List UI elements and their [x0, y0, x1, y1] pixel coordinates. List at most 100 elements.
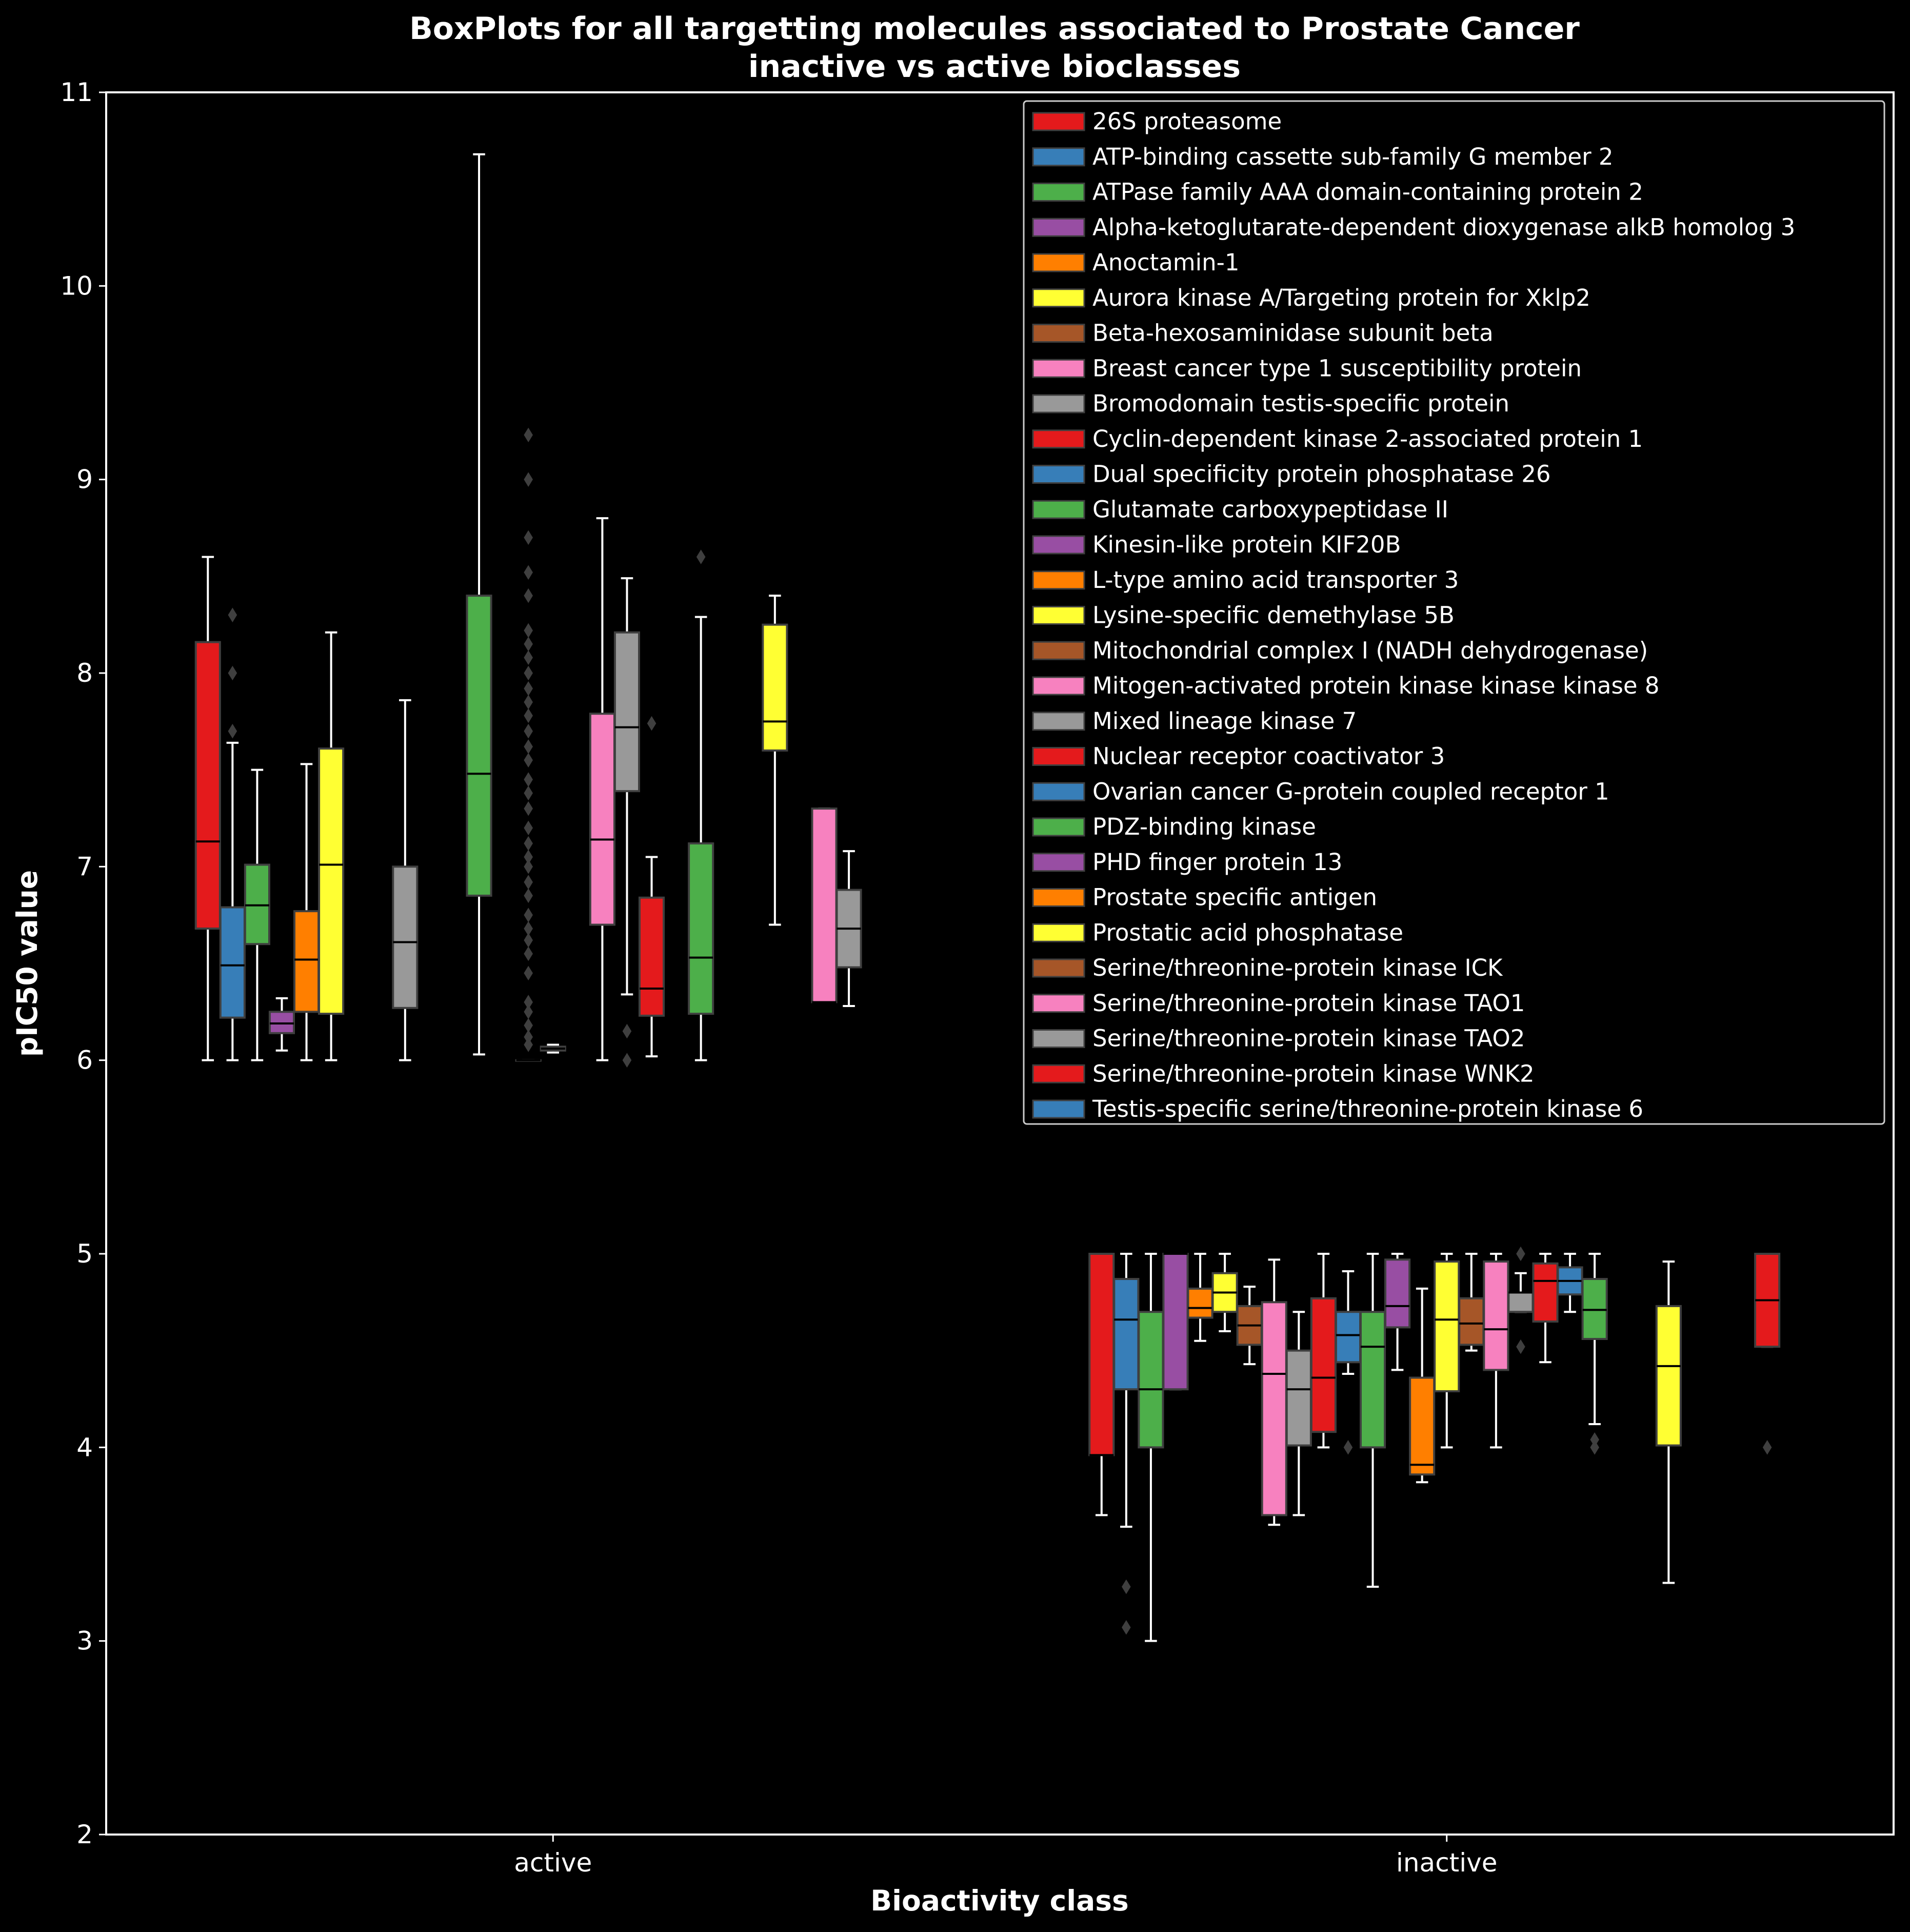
legend-label: Lysine-specific demethylase 5B	[1092, 602, 1455, 629]
legend-entry: Aurora kinase A/Targeting protein for Xk…	[1032, 284, 1590, 311]
box-active-23	[762, 595, 788, 926]
legend-entry: 26S proteasome	[1032, 108, 1282, 135]
legend-label: Prostate specific antigen	[1092, 884, 1377, 911]
legend-swatch	[1032, 1099, 1085, 1119]
legend-label: Beta-hexosaminidase subunit beta	[1092, 320, 1494, 347]
outlier-point	[524, 946, 533, 961]
x-axis: active inactive	[514, 1835, 1498, 1878]
box-inactive-3	[1162, 1253, 1189, 1391]
y-tick-label: 9	[76, 465, 93, 495]
outlier-point	[524, 836, 533, 851]
legend-swatch	[1032, 570, 1085, 590]
box-iqr	[589, 713, 615, 926]
outlier-point	[1516, 1339, 1525, 1354]
legend-entry: Cyclin-dependent kinase 2-associated pro…	[1032, 425, 1643, 452]
legend-entry: Serine/threonine-protein kinase TAO1	[1032, 990, 1525, 1017]
outlier-point	[524, 859, 533, 874]
box-inactive-13	[1409, 1287, 1436, 1484]
outlier-point	[696, 549, 706, 564]
legend-swatch	[1032, 817, 1085, 837]
box-iqr	[392, 865, 419, 1009]
legend-swatch	[1032, 324, 1085, 343]
outlier-point	[524, 623, 533, 638]
legend-entry: Mitogen-activated protein kinase kinase …	[1032, 672, 1660, 699]
box-inactive-20	[1581, 1253, 1608, 1455]
box-iqr	[811, 807, 838, 1003]
outlier-point	[524, 801, 533, 816]
box-inactive-16	[1483, 1253, 1509, 1449]
legend-swatch	[1032, 218, 1085, 237]
box-inactive-14	[1434, 1253, 1460, 1449]
outlier-point	[524, 681, 533, 696]
box-iqr	[1285, 1349, 1312, 1447]
legend-swatch	[1032, 994, 1085, 1013]
outlier-point	[1122, 1579, 1131, 1594]
legend-label: Breast cancer type 1 susceptibility prot…	[1092, 354, 1582, 382]
box-iqr	[1458, 1297, 1485, 1346]
box-iqr	[1162, 1253, 1189, 1391]
y-axis: 2 3 4 5 6 7 8 9 10 11	[60, 77, 106, 1849]
box-inactive-8	[1285, 1311, 1312, 1516]
box-iqr	[613, 631, 641, 793]
box-iqr	[1384, 1258, 1411, 1329]
box-active-1	[219, 607, 246, 1061]
legend-label: Glutamate carboxypeptidase II	[1092, 496, 1448, 523]
outlier-point	[524, 1004, 533, 1019]
outlier-point	[524, 875, 533, 890]
legend-entry: Kinesin-like protein KIF20B	[1032, 531, 1401, 558]
legend-label: Alpha-ketoglutarate-dependent dioxygenas…	[1092, 213, 1795, 241]
box-inactive-23	[1655, 1260, 1682, 1584]
legend-label: Testis-specific serine/threonine-protein…	[1092, 1095, 1643, 1122]
legend-swatch	[1032, 359, 1085, 378]
box-active-14	[540, 1043, 566, 1054]
outlier-point	[1122, 1620, 1131, 1635]
outlier-point	[524, 850, 533, 864]
chart-subtitle: inactive vs active bioclasses	[748, 49, 1241, 85]
legend-label: Dual specificity protein phosphatase 26	[1092, 461, 1551, 488]
legend-entry: Bromodomain testis-specific protein	[1032, 390, 1509, 417]
legend-swatch	[1032, 429, 1085, 449]
legend-swatch	[1032, 112, 1085, 131]
legend-label: Nuclear receptor coactivator 3	[1092, 743, 1445, 770]
x-tick-label-inactive: inactive	[1396, 1848, 1498, 1878]
legend-entry: Serine/threonine-protein kinase ICK	[1032, 954, 1503, 981]
legend-swatch	[1032, 923, 1085, 942]
box-iqr	[1434, 1260, 1460, 1392]
legend-entry: Dual specificity protein phosphatase 26	[1032, 461, 1551, 488]
y-tick-label: 5	[76, 1239, 93, 1269]
legend-swatch	[1032, 1029, 1085, 1048]
legend-swatch	[1032, 1064, 1085, 1083]
y-tick-label: 10	[60, 271, 93, 301]
outlier-point	[524, 1018, 533, 1033]
outlier-point	[1343, 1440, 1353, 1455]
outlier-point	[1516, 1246, 1525, 1261]
legend-entry: Serine/threonine-protein kinase WNK2	[1032, 1060, 1535, 1087]
box-active-18	[638, 716, 665, 1058]
legend-swatch	[1032, 782, 1085, 801]
legend-swatch	[1032, 394, 1085, 413]
box-active-16	[589, 517, 615, 1061]
box-iqr	[688, 842, 714, 1015]
y-tick-label: 8	[76, 658, 93, 688]
box-iqr	[762, 623, 788, 752]
legend-entry: L-type amino acid transporter 3	[1032, 566, 1459, 594]
outlier-point	[524, 650, 533, 665]
legend-frame	[1023, 100, 1885, 1125]
outlier-point	[524, 888, 533, 903]
legend-label: Kinesin-like protein KIF20B	[1092, 531, 1401, 558]
legend-entry: Nuclear receptor coactivator 3	[1032, 743, 1445, 770]
box-iqr	[1655, 1305, 1682, 1447]
box-iqr	[1088, 1253, 1115, 1456]
outlier-point	[524, 1037, 533, 1052]
box-active-2	[244, 768, 270, 1061]
box-iqr	[1113, 1278, 1140, 1391]
box-iqr	[219, 906, 246, 1019]
outlier-point	[228, 607, 237, 623]
legend-label: Serine/threonine-protein kinase TAO2	[1092, 1025, 1525, 1052]
box-iqr	[466, 595, 492, 897]
y-tick-label: 4	[76, 1432, 93, 1462]
outlier-point	[524, 921, 533, 936]
box-inactive-11	[1359, 1253, 1386, 1588]
outlier-point	[524, 908, 533, 922]
